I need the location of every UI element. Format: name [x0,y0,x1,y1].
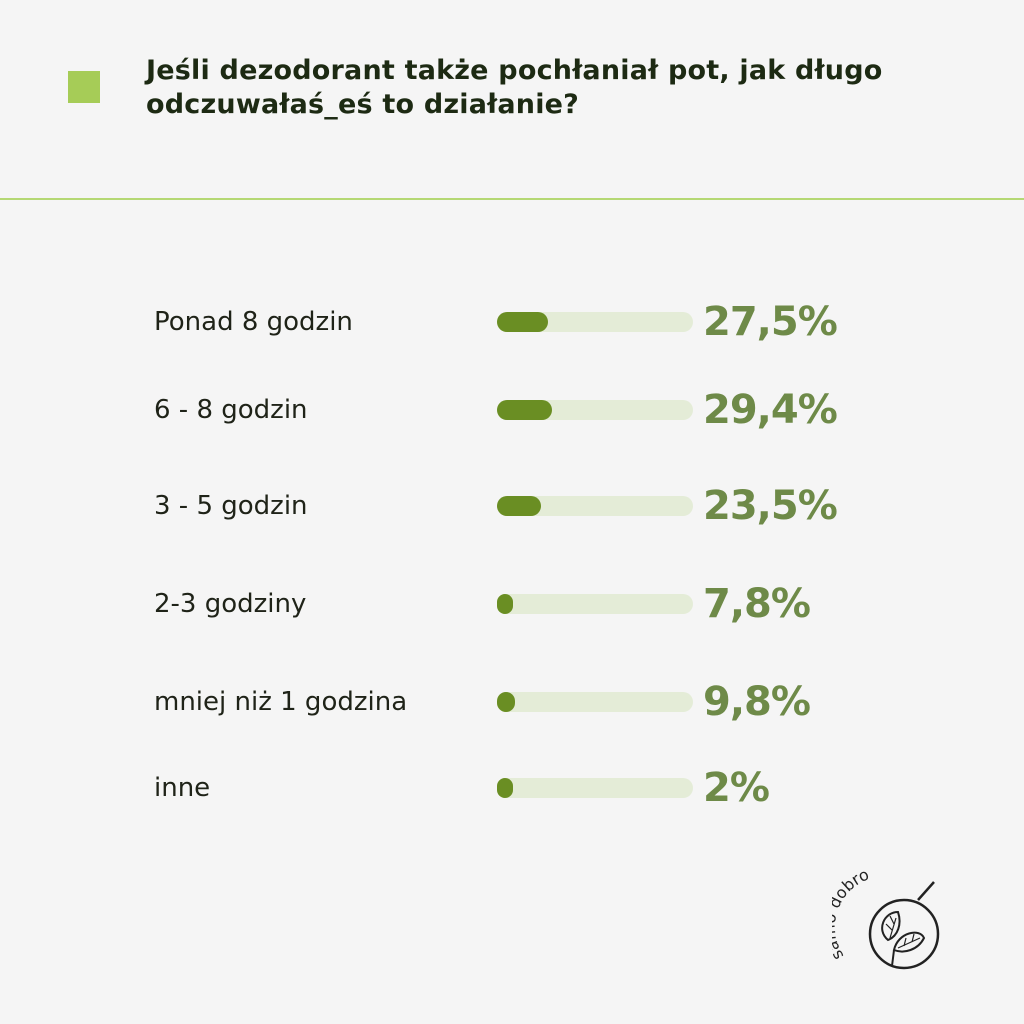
header-divider [0,198,1024,200]
bar-fill [497,400,552,420]
chart-row: 3 - 5 godzin 23,5% [0,476,1024,536]
bar-track [497,778,693,798]
bar-fill [497,692,516,712]
value-label: 23,5% [703,483,838,529]
title-line-2: odczuwałaś_eś to działanie? [146,89,580,120]
samo-dobro-logo: samo dobro [832,868,940,970]
chart-row: 6 - 8 godzin 29,4% [0,380,1024,440]
bar-track [497,496,693,516]
bar-fill [497,594,513,614]
bar-track [497,312,693,332]
logo-wordmark: samo dobro [832,868,872,964]
chart-row: 2-3 godziny 7,8% [0,574,1024,634]
value-label: 2% [703,765,770,811]
page-title: Jeśli dezodorant także pochłaniał pot, j… [146,54,1006,122]
chart-row: inne 2% [0,758,1024,818]
category-label: 2-3 godziny [154,589,307,619]
svg-text:samo dobro: samo dobro [832,868,872,964]
category-label: 3 - 5 godzin [154,491,308,521]
value-label: 7,8% [703,581,811,627]
category-label: Ponad 8 godzin [154,307,353,337]
category-label: inne [154,773,211,803]
bar-track [497,594,693,614]
value-label: 29,4% [703,387,838,433]
chart-row: mniej niż 1 godzina 9,8% [0,672,1024,732]
title-line-1: Jeśli dezodorant także pochłaniał pot, j… [146,55,883,86]
chart-row: Ponad 8 godzin 27,5% [0,292,1024,352]
value-label: 9,8% [703,679,811,725]
value-label: 27,5% [703,299,838,345]
category-label: mniej niż 1 godzina [154,687,408,717]
category-label: 6 - 8 godzin [154,395,308,425]
bar-fill [497,778,513,798]
bar-fill [497,312,549,332]
bar-track [497,692,693,712]
bar-fill [497,496,541,516]
bar-track [497,400,693,420]
accent-square-icon [68,71,100,103]
header: Jeśli dezodorant także pochłaniał pot, j… [0,0,1024,200]
